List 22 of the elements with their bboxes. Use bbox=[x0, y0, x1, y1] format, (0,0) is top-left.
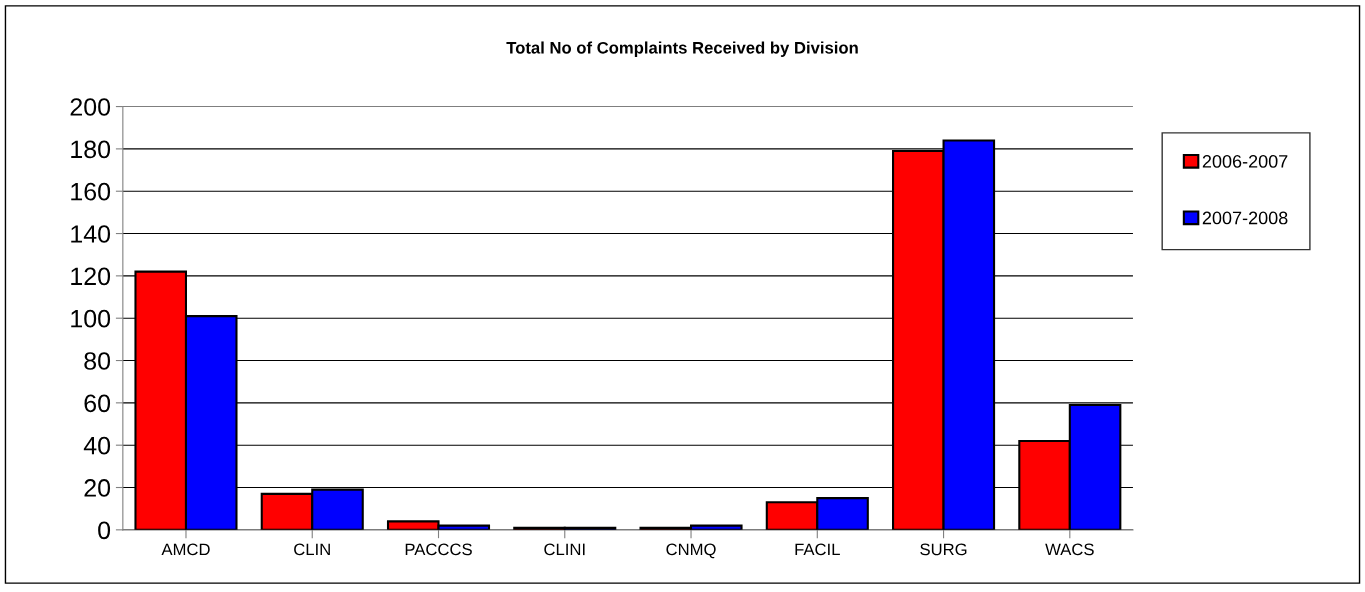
x-tick-label: PACCCS bbox=[405, 543, 472, 556]
y-tick-label: 200 bbox=[70, 98, 111, 116]
y-tick-label: 140 bbox=[71, 225, 111, 243]
y-tick-label: 180 bbox=[71, 140, 111, 159]
y-tick-label: 60 bbox=[84, 394, 111, 413]
x-tick-label: CLINI bbox=[544, 543, 585, 556]
x-tick-label: WACS bbox=[1045, 543, 1094, 556]
y-tick-label: 100 bbox=[71, 309, 111, 328]
y-tick-label: 20 bbox=[84, 479, 111, 497]
x-tick-label: CNMQ bbox=[666, 543, 716, 559]
legend-label: 2006-2007 bbox=[1202, 155, 1288, 168]
x-tick-label: SURG bbox=[920, 543, 967, 556]
x-tick-label: FACIL bbox=[795, 543, 840, 556]
y-tick-label: 120 bbox=[71, 267, 111, 286]
chart-title: Total No of Complaints Received by Division bbox=[506, 41, 858, 57]
y-tick-label: 80 bbox=[84, 352, 111, 370]
x-tick-label: AMCD bbox=[161, 543, 210, 556]
y-tick-label: 40 bbox=[83, 436, 111, 455]
y-tick-label: 0 bbox=[98, 521, 111, 540]
x-tick-label: CLIN bbox=[294, 543, 330, 556]
legend-label: 2007-2008 bbox=[1202, 211, 1288, 225]
y-tick-label: 160 bbox=[71, 182, 111, 201]
